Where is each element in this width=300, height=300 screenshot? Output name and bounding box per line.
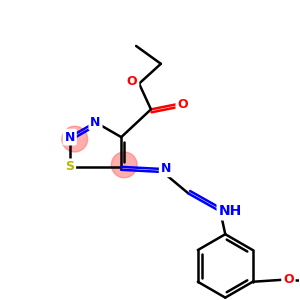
Text: O: O <box>283 273 294 286</box>
Text: O: O <box>177 98 188 111</box>
Text: N: N <box>64 130 75 144</box>
Text: O: O <box>127 75 137 88</box>
Circle shape <box>62 126 88 152</box>
Text: N: N <box>90 116 101 129</box>
Circle shape <box>111 152 137 178</box>
Text: N: N <box>160 162 171 175</box>
Text: NH: NH <box>219 204 242 218</box>
Text: S: S <box>65 160 74 173</box>
